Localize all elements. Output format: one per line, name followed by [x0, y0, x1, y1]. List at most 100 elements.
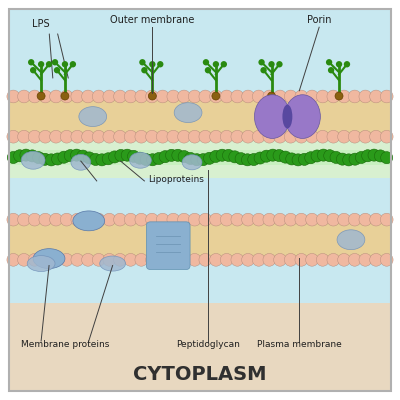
- Circle shape: [274, 90, 286, 103]
- Circle shape: [7, 130, 20, 143]
- Circle shape: [316, 90, 329, 103]
- Circle shape: [370, 90, 382, 103]
- Circle shape: [178, 90, 190, 103]
- Circle shape: [324, 150, 336, 162]
- Circle shape: [124, 213, 137, 226]
- Circle shape: [135, 254, 148, 266]
- Circle shape: [28, 130, 41, 143]
- Circle shape: [199, 130, 212, 143]
- Circle shape: [252, 254, 265, 266]
- Circle shape: [103, 213, 116, 226]
- Circle shape: [274, 254, 286, 266]
- Circle shape: [156, 213, 169, 226]
- Circle shape: [52, 59, 58, 66]
- FancyBboxPatch shape: [9, 217, 391, 262]
- Circle shape: [46, 61, 52, 68]
- Circle shape: [338, 130, 350, 143]
- Circle shape: [242, 213, 254, 226]
- Circle shape: [32, 152, 45, 164]
- Text: Lipoproteins: Lipoproteins: [148, 175, 204, 184]
- Circle shape: [39, 254, 52, 266]
- Circle shape: [140, 154, 152, 166]
- Circle shape: [260, 67, 267, 73]
- Circle shape: [124, 90, 137, 103]
- Circle shape: [82, 130, 94, 143]
- Circle shape: [77, 150, 89, 162]
- Circle shape: [231, 254, 244, 266]
- Circle shape: [199, 254, 212, 266]
- Circle shape: [306, 130, 318, 143]
- Circle shape: [316, 254, 329, 266]
- Circle shape: [338, 90, 350, 103]
- Circle shape: [18, 213, 30, 226]
- Ellipse shape: [21, 151, 45, 169]
- Circle shape: [50, 90, 62, 103]
- Circle shape: [92, 213, 105, 226]
- Circle shape: [82, 90, 94, 103]
- Circle shape: [254, 152, 266, 164]
- Circle shape: [83, 152, 95, 164]
- Circle shape: [260, 150, 272, 162]
- Text: CYTOPLASM: CYTOPLASM: [133, 365, 267, 384]
- Circle shape: [359, 130, 372, 143]
- Circle shape: [220, 213, 233, 226]
- Circle shape: [221, 61, 227, 68]
- Circle shape: [220, 254, 233, 266]
- Circle shape: [274, 213, 286, 226]
- Circle shape: [37, 92, 45, 100]
- Circle shape: [263, 254, 276, 266]
- Circle shape: [114, 90, 126, 103]
- Ellipse shape: [130, 152, 151, 168]
- Circle shape: [252, 213, 265, 226]
- Circle shape: [18, 254, 30, 266]
- Circle shape: [82, 254, 94, 266]
- Circle shape: [216, 149, 228, 161]
- Circle shape: [156, 90, 169, 103]
- Circle shape: [124, 130, 137, 143]
- Circle shape: [197, 154, 209, 166]
- Circle shape: [317, 149, 330, 161]
- Circle shape: [380, 254, 393, 266]
- Circle shape: [284, 213, 297, 226]
- Circle shape: [355, 152, 368, 164]
- Circle shape: [114, 213, 126, 226]
- Circle shape: [316, 213, 329, 226]
- Circle shape: [103, 130, 116, 143]
- Circle shape: [114, 254, 126, 266]
- Circle shape: [39, 90, 52, 103]
- Circle shape: [268, 61, 275, 68]
- Ellipse shape: [79, 107, 107, 126]
- Circle shape: [124, 254, 137, 266]
- Circle shape: [348, 90, 361, 103]
- Circle shape: [50, 213, 62, 226]
- Circle shape: [71, 130, 84, 143]
- Circle shape: [306, 254, 318, 266]
- Circle shape: [295, 90, 308, 103]
- Circle shape: [50, 130, 62, 143]
- Circle shape: [70, 149, 83, 161]
- Circle shape: [141, 67, 148, 73]
- Circle shape: [335, 92, 343, 100]
- Circle shape: [102, 153, 114, 165]
- Ellipse shape: [182, 155, 202, 170]
- Circle shape: [28, 254, 41, 266]
- Circle shape: [71, 213, 84, 226]
- Circle shape: [90, 154, 102, 166]
- Circle shape: [298, 153, 310, 166]
- Circle shape: [92, 90, 105, 103]
- Circle shape: [128, 150, 140, 162]
- Circle shape: [348, 130, 361, 143]
- Ellipse shape: [27, 256, 55, 272]
- Circle shape: [178, 130, 190, 143]
- Text: LPS: LPS: [32, 19, 50, 29]
- Circle shape: [146, 254, 158, 266]
- Circle shape: [61, 92, 69, 100]
- Circle shape: [108, 151, 121, 163]
- Circle shape: [344, 61, 350, 68]
- Circle shape: [166, 149, 178, 161]
- Circle shape: [135, 130, 148, 143]
- Circle shape: [374, 150, 386, 162]
- Circle shape: [139, 59, 146, 66]
- Ellipse shape: [71, 154, 91, 170]
- Text: Porin: Porin: [307, 15, 332, 25]
